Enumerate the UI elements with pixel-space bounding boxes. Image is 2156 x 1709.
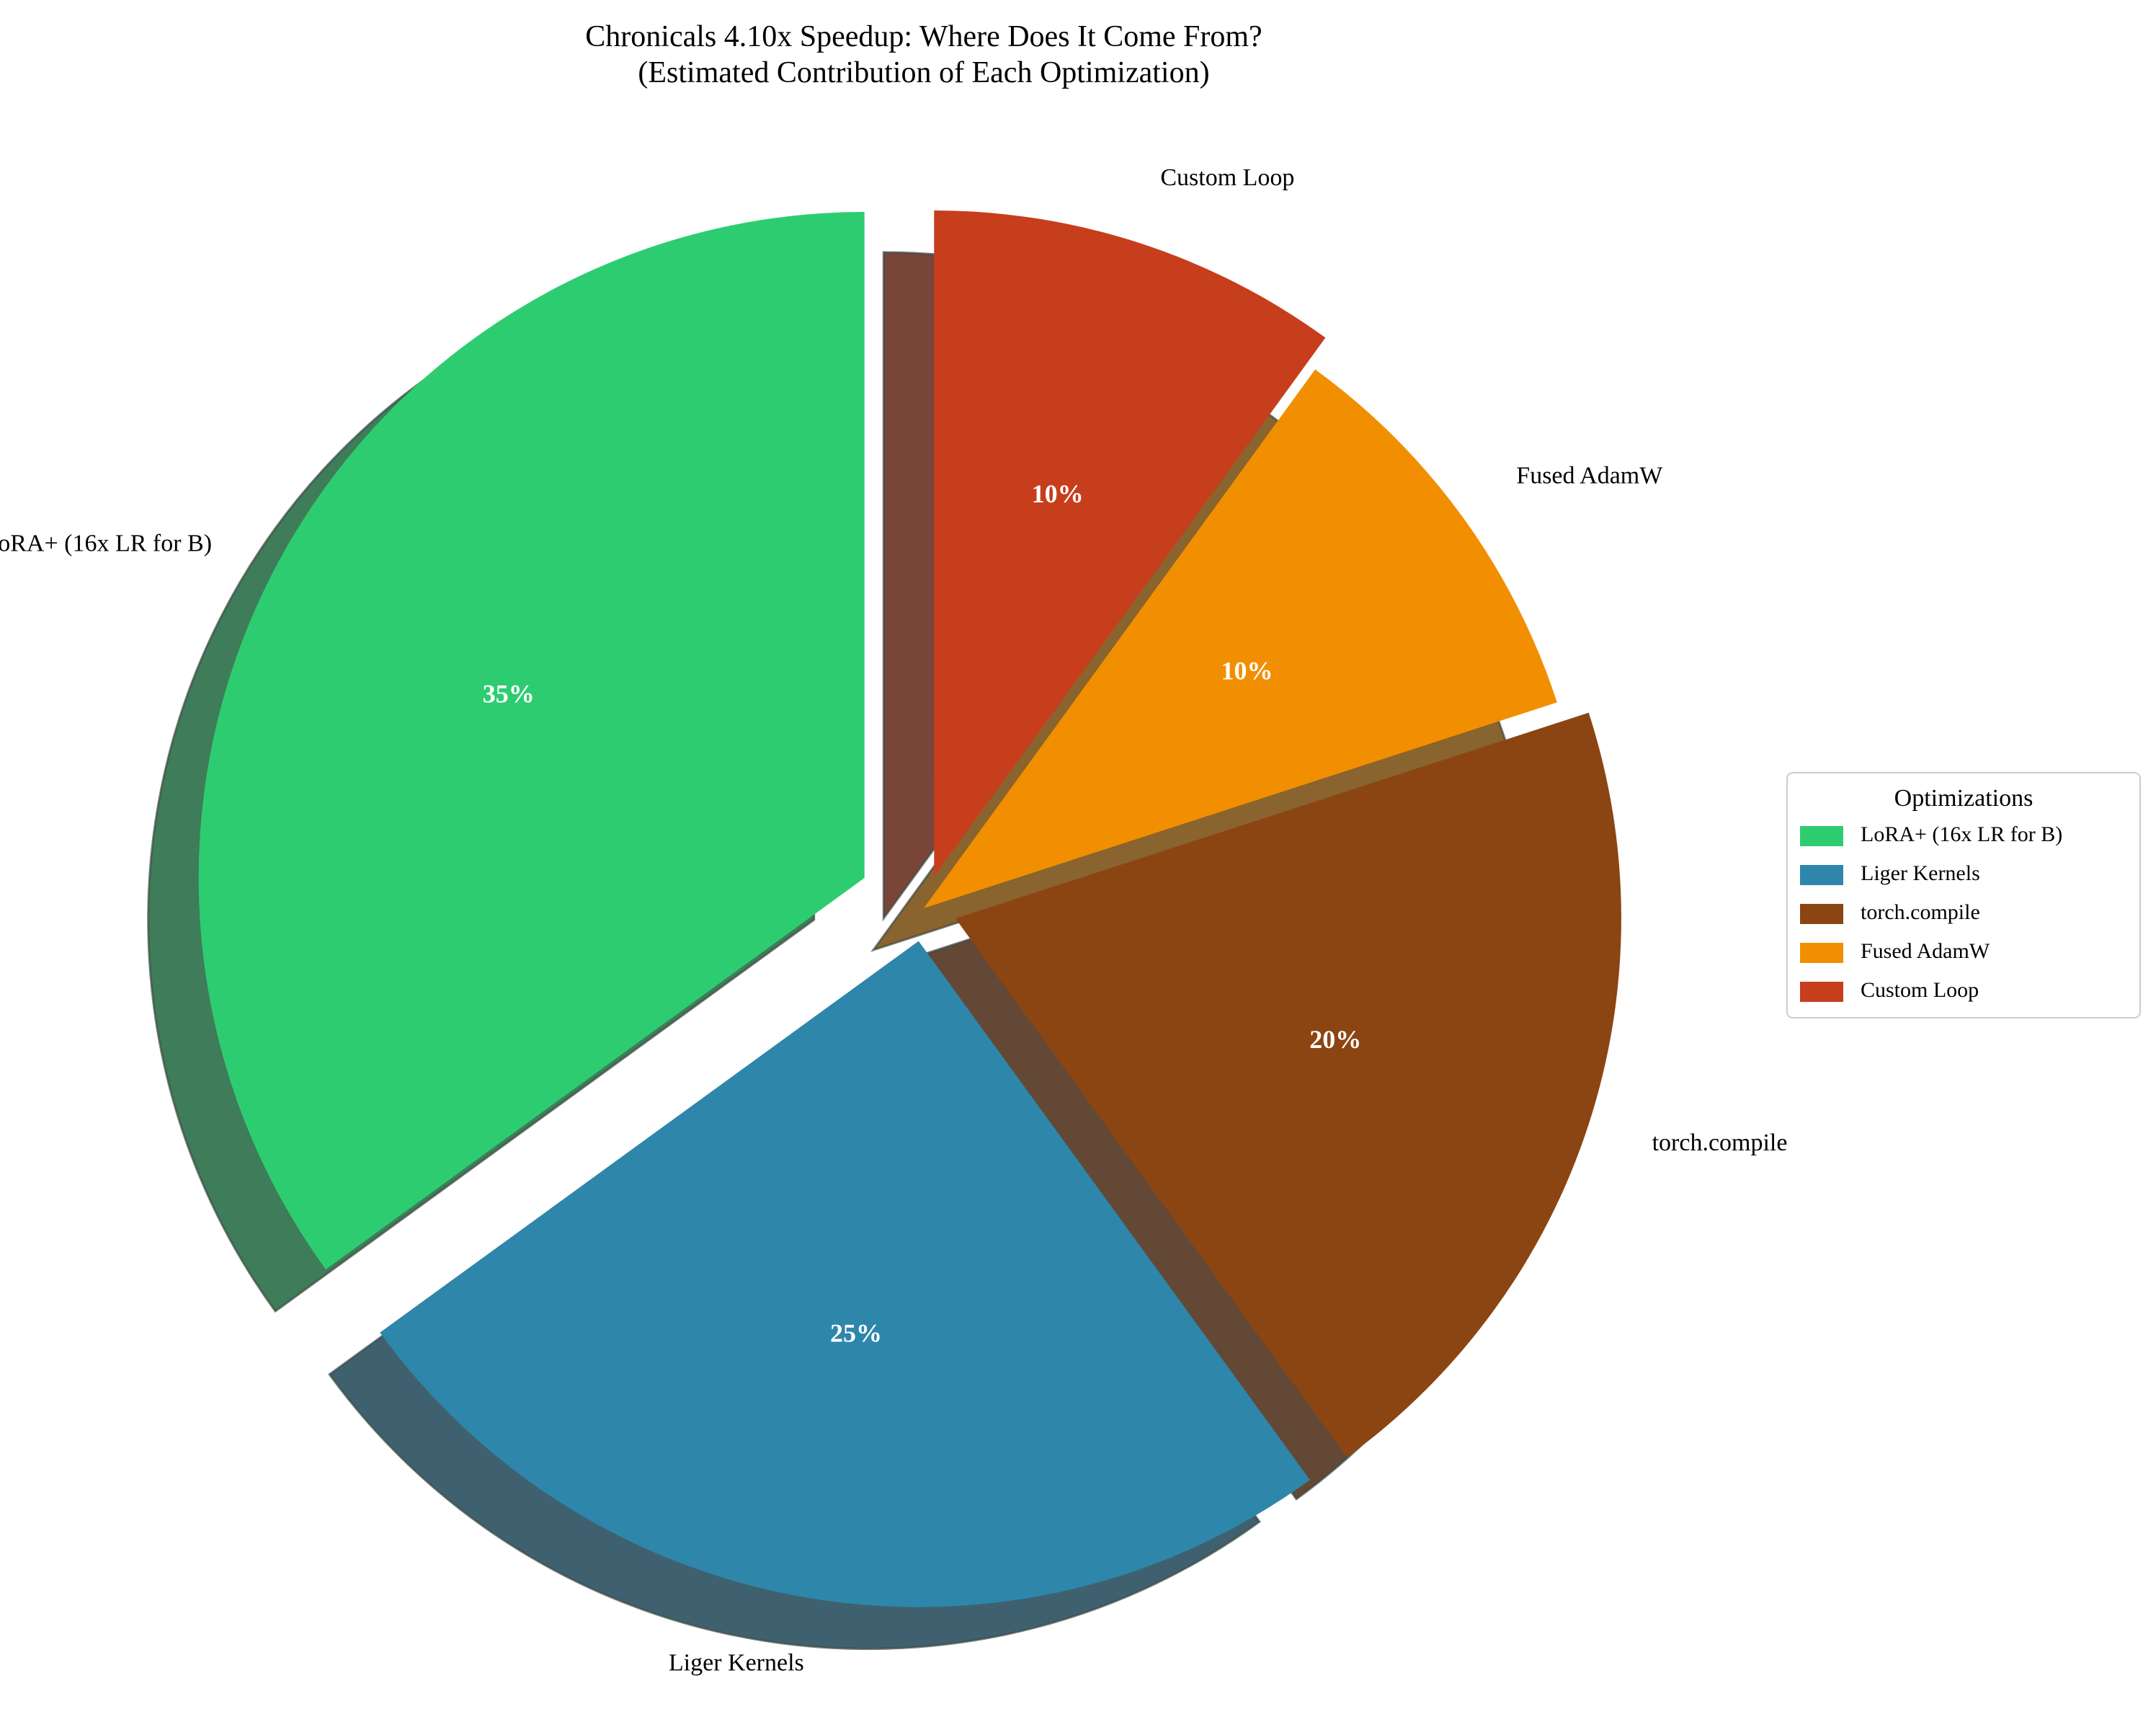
legend-items: LoRA+ (16x LR for B) Liger Kernels torch.c… bbox=[1800, 822, 2062, 1002]
legend-label-lora-16x-lr-for-b: LoRA+ (16x LR for B) bbox=[1861, 822, 2062, 846]
slice-pct-lora-16x-lr-for-b: 35% bbox=[483, 680, 535, 709]
slice-labels: LoRA+ (16x LR for B) 35% Liger Kernels 25% t… bbox=[0, 164, 1787, 1676]
legend-label-custom-loop: Custom Loop bbox=[1861, 978, 1979, 1002]
legend-label-torch-compile: torch.compile bbox=[1861, 900, 1980, 924]
slice-fused-adamw bbox=[924, 369, 1557, 908]
legend-label-liger-kernels: Liger Kernels bbox=[1861, 861, 1980, 885]
chart-subtitle: (Estimated Contribution of Each Optimiza… bbox=[638, 56, 1209, 89]
legend-swatch-torch-compile bbox=[1800, 904, 1843, 924]
legend-frame bbox=[1786, 772, 2141, 1018]
legend-title: Optimizations bbox=[1894, 785, 2034, 812]
slice-label-torch-compile: torch.compile bbox=[1652, 1129, 1788, 1156]
pie-slices bbox=[198, 210, 1621, 1607]
slice-liger-kernels bbox=[380, 941, 1310, 1607]
slice-label-fused-adamw: Fused AdamW bbox=[1516, 462, 1663, 489]
slice-custom-loop bbox=[934, 210, 1326, 877]
slice-pct-liger-kernels: 25% bbox=[830, 1318, 882, 1347]
slice-label-custom-loop: Custom Loop bbox=[1160, 164, 1294, 191]
slice-pct-custom-loop: 10% bbox=[1032, 479, 1084, 508]
slice-torch-compile bbox=[955, 712, 1621, 1457]
legend-swatch-custom-loop bbox=[1800, 982, 1843, 1002]
legend-swatch-lora-16x-lr-for-b bbox=[1800, 826, 1843, 846]
legend: Optimizations LoRA+ (16x LR for B) Liger … bbox=[1786, 772, 2141, 1018]
slice-lora-16x-lr-for-b bbox=[198, 212, 865, 1270]
slice-pct-torch-compile: 20% bbox=[1309, 1025, 1361, 1054]
slice-label-liger-kernels: Liger Kernels bbox=[669, 1649, 804, 1676]
slice-pct-fused-adamw: 10% bbox=[1221, 656, 1273, 685]
legend-label-fused-adamw: Fused AdamW bbox=[1861, 939, 1990, 963]
legend-swatch-liger-kernels bbox=[1800, 865, 1843, 885]
chart-title: Chronicals 4.10x Speedup: Where Does It … bbox=[585, 20, 1262, 53]
slice-label-lora-16x-lr-for-b: LoRA+ (16x LR for B) bbox=[0, 530, 212, 556]
legend-swatch-fused-adamw bbox=[1800, 943, 1843, 963]
